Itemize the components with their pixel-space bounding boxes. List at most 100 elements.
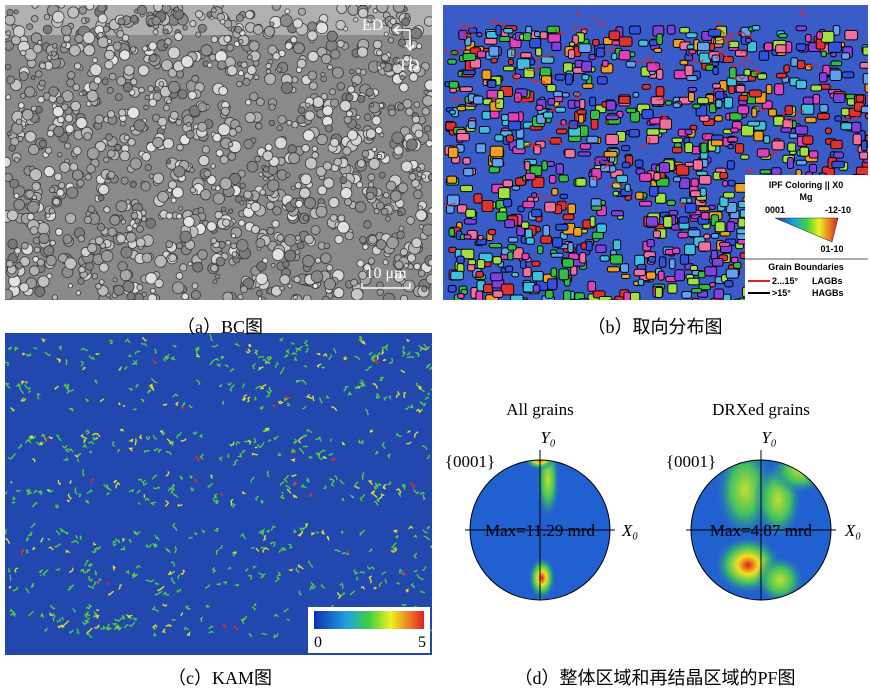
grain — [340, 100, 351, 111]
grain — [381, 208, 388, 215]
grain — [495, 135, 503, 141]
kam-feature — [249, 344, 251, 347]
grain — [551, 253, 563, 257]
grain — [52, 44, 57, 49]
grain — [18, 103, 24, 109]
grain — [119, 109, 126, 116]
grain — [675, 270, 685, 281]
grain — [324, 178, 334, 188]
grain — [504, 29, 513, 34]
pf-x-label: X₀ — [621, 521, 638, 540]
kam-feature — [357, 577, 358, 580]
grain — [285, 250, 296, 261]
grain — [626, 108, 636, 112]
grain — [98, 195, 104, 201]
grain — [524, 68, 534, 77]
grain — [283, 261, 289, 267]
grain — [476, 291, 483, 301]
grain — [384, 32, 388, 36]
grain — [693, 160, 702, 170]
grain — [118, 262, 127, 271]
grain — [303, 255, 315, 267]
grain — [606, 115, 618, 120]
grain — [377, 1, 388, 12]
grain — [7, 9, 13, 15]
grain — [429, 208, 435, 214]
grain — [113, 42, 121, 50]
grain — [422, 287, 427, 292]
grain — [831, 140, 843, 148]
grain — [357, 260, 364, 267]
grain — [196, 11, 203, 18]
grain — [692, 289, 702, 293]
grain — [251, 225, 259, 233]
figure: ED TD 10 μm （a）BC图 IPF Coloring || X0 Mg… — [0, 0, 870, 694]
grain — [351, 279, 358, 286]
grain — [781, 128, 792, 133]
grain — [293, 295, 297, 299]
grain — [491, 273, 503, 281]
grain — [52, 295, 57, 300]
grain — [84, 216, 91, 223]
grain — [362, 150, 369, 157]
grain — [124, 65, 134, 75]
grain — [564, 291, 571, 302]
grain — [337, 82, 345, 90]
grain — [582, 75, 589, 80]
grain — [196, 32, 201, 37]
kam-feature — [432, 590, 434, 592]
grain — [489, 244, 501, 248]
grain — [508, 252, 513, 260]
grain — [422, 108, 430, 116]
grain — [368, 174, 375, 181]
grain — [340, 177, 347, 184]
grain — [227, 66, 237, 76]
grain — [174, 33, 182, 41]
grain — [607, 267, 619, 272]
grain — [469, 28, 477, 33]
grain — [255, 123, 262, 130]
grain — [83, 32, 95, 44]
grain — [448, 147, 458, 158]
grain — [772, 168, 782, 175]
grain — [43, 25, 52, 34]
grain — [402, 18, 410, 26]
grain — [344, 116, 351, 123]
grain — [259, 172, 263, 176]
grain — [640, 173, 652, 181]
grain — [294, 276, 301, 283]
grain — [710, 283, 716, 288]
grain — [484, 284, 493, 292]
grain — [226, 240, 231, 245]
grain — [190, 187, 196, 193]
grain — [556, 129, 567, 134]
grain — [351, 289, 363, 301]
grain — [288, 284, 292, 288]
kam-feature — [153, 487, 160, 488]
grain — [44, 246, 54, 256]
grain — [498, 91, 504, 99]
grain — [398, 183, 408, 193]
grain — [713, 67, 718, 74]
grain — [818, 113, 830, 119]
grain — [50, 187, 55, 192]
grain — [216, 150, 223, 157]
grain — [275, 137, 287, 149]
grain — [179, 207, 183, 211]
grain — [235, 26, 242, 33]
grain — [548, 34, 560, 43]
grain — [204, 170, 211, 177]
grain — [650, 186, 659, 196]
grain — [562, 93, 569, 97]
grain — [297, 242, 304, 249]
grain — [171, 198, 176, 203]
grain — [693, 104, 701, 108]
grain — [192, 283, 198, 289]
grain — [499, 36, 510, 41]
grain — [597, 224, 607, 233]
grain — [532, 193, 537, 198]
grain — [672, 138, 683, 143]
grain — [316, 22, 328, 34]
grain — [477, 260, 485, 269]
grain — [370, 103, 374, 107]
